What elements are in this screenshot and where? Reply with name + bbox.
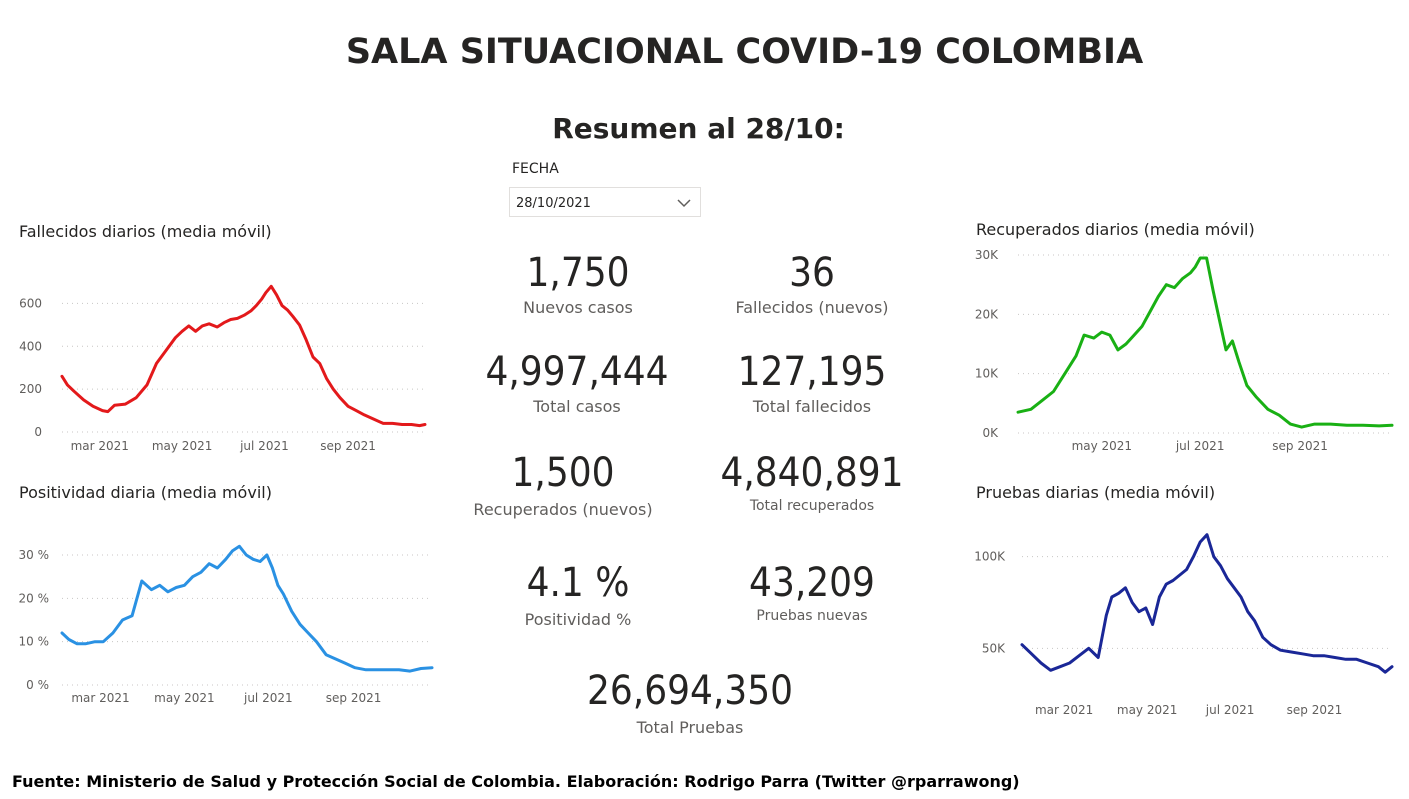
chevron-down-icon [677,199,691,208]
y-tick-label: 0 % [26,678,49,692]
x-tick-label: may 2021 [1117,703,1178,717]
x-tick-label: sep 2021 [1287,703,1343,717]
date-filter-label: FECHA [512,161,559,177]
x-tick-label: mar 2021 [71,691,129,705]
chart-title-fallecidos: Fallecidos diarios (media móvil) [19,222,272,241]
kpi-positividad: 4.1 % Positividad % [478,560,678,629]
x-tick-label: jul 2021 [1205,703,1255,717]
kpi-label: Total Pruebas [636,718,744,737]
kpi-value: 1,750 [526,250,630,296]
kpi-label: Pruebas nuevas [756,608,868,624]
kpi-label: Total casos [533,397,621,416]
y-tick-label: 600 [19,296,42,310]
y-tick-label: 10 % [19,635,50,649]
x-tick-label: jul 2021 [243,691,293,705]
chart-title-recuperados: Recuperados diarios (media móvil) [976,220,1255,239]
kpi-fallecidos-nuevos: 36 Fallecidos (nuevos) [712,250,912,317]
chart-title-pruebas: Pruebas diarias (media móvil) [976,483,1216,502]
x-tick-label: mar 2021 [1035,703,1093,717]
chart-positividad: 0 % 10 % 20 % 30 % mar 2021 may 2021 jul 2021 s… [19,544,434,705]
x-tick-label: may 2021 [1072,439,1133,453]
kpi-nuevos-casos: 1,750 Nuevos casos [478,250,678,317]
kpi-value: 4,997,444 [485,349,669,395]
kpi-total-fallecidos: 127,195 Total fallecidos [712,349,912,416]
x-tick-label: jul 2021 [1175,439,1225,453]
chart-recuperados: 0K 10K 20K 30K may 2021 jul 2021 sep 2021 [975,248,1394,453]
x-tick-label: mar 2021 [71,439,129,453]
x-tick-label: sep 2021 [326,691,382,705]
page-subtitle: Resumen al 28/10: [552,112,845,145]
chart-fallecidos: 0 200 400 600 mar 2021 may 2021 jul 2021 sep 20… [19,284,427,453]
y-tick-label: 400 [19,339,42,353]
kpi-value: 43,209 [749,560,875,606]
x-tick-label: may 2021 [154,691,215,705]
series-line-pruebas [1020,533,1394,674]
kpi-value: 36 [789,250,835,296]
kpi-label: Total recuperados [749,498,875,514]
date-filter-dropdown[interactable]: 28/10/2021 [509,187,701,217]
x-tick-label: sep 2021 [320,439,376,453]
kpi-label: Nuevos casos [523,298,633,317]
y-tick-label: 30 % [19,548,50,562]
kpi-label: Positividad % [524,610,632,629]
y-tick-label: 50K [982,641,1006,655]
y-tick-label: 0 [34,425,42,439]
series-line-fallecidos [60,284,427,428]
series-line-recuperados [1016,256,1394,429]
kpi-value: 4,840,891 [720,450,904,496]
page-title: SALA SITUACIONAL COVID-19 COLOMBIA [345,32,1144,72]
kpi-total-casos: 4,997,444 Total casos [467,349,687,416]
y-tick-label: 0K [982,426,999,440]
kpi-total-pruebas: 26,694,350 Total Pruebas [570,668,810,737]
kpi-label: Fallecidos (nuevos) [735,298,889,317]
kpi-recuperados-nuevos: 1,500 Recuperados (nuevos) [463,450,663,519]
kpi-label: Total fallecidos [752,397,872,416]
kpi-pruebas-nuevas: 43,209 Pruebas nuevas [712,560,912,624]
series-line-positividad [60,544,434,673]
x-tick-label: sep 2021 [1272,439,1328,453]
kpi-value: 4.1 % [526,560,630,606]
kpi-value: 1,500 [511,450,615,496]
kpi-value: 26,694,350 [587,668,793,714]
chart-title-positividad: Positividad diaria (media móvil) [19,483,272,502]
x-tick-label: may 2021 [152,439,213,453]
y-tick-label: 20 % [19,591,50,605]
source-footer: Fuente: Ministerio de Salud y Protección… [12,772,1020,791]
y-tick-label: 20K [975,307,999,321]
kpi-total-recuperados: 4,840,891 Total recuperados [702,450,922,514]
kpi-label: Recuperados (nuevos) [473,500,653,519]
y-tick-label: 200 [19,382,42,396]
x-tick-label: jul 2021 [239,439,289,453]
date-filter-value: 28/10/2021 [516,196,591,211]
y-tick-label: 10K [975,367,999,381]
chart-pruebas: 50K 100K mar 2021 may 2021 jul 2021 sep 2021 [974,533,1394,717]
y-tick-label: 30K [975,248,999,262]
kpi-value: 127,195 [737,349,887,395]
y-tick-label: 100K [974,550,1006,564]
